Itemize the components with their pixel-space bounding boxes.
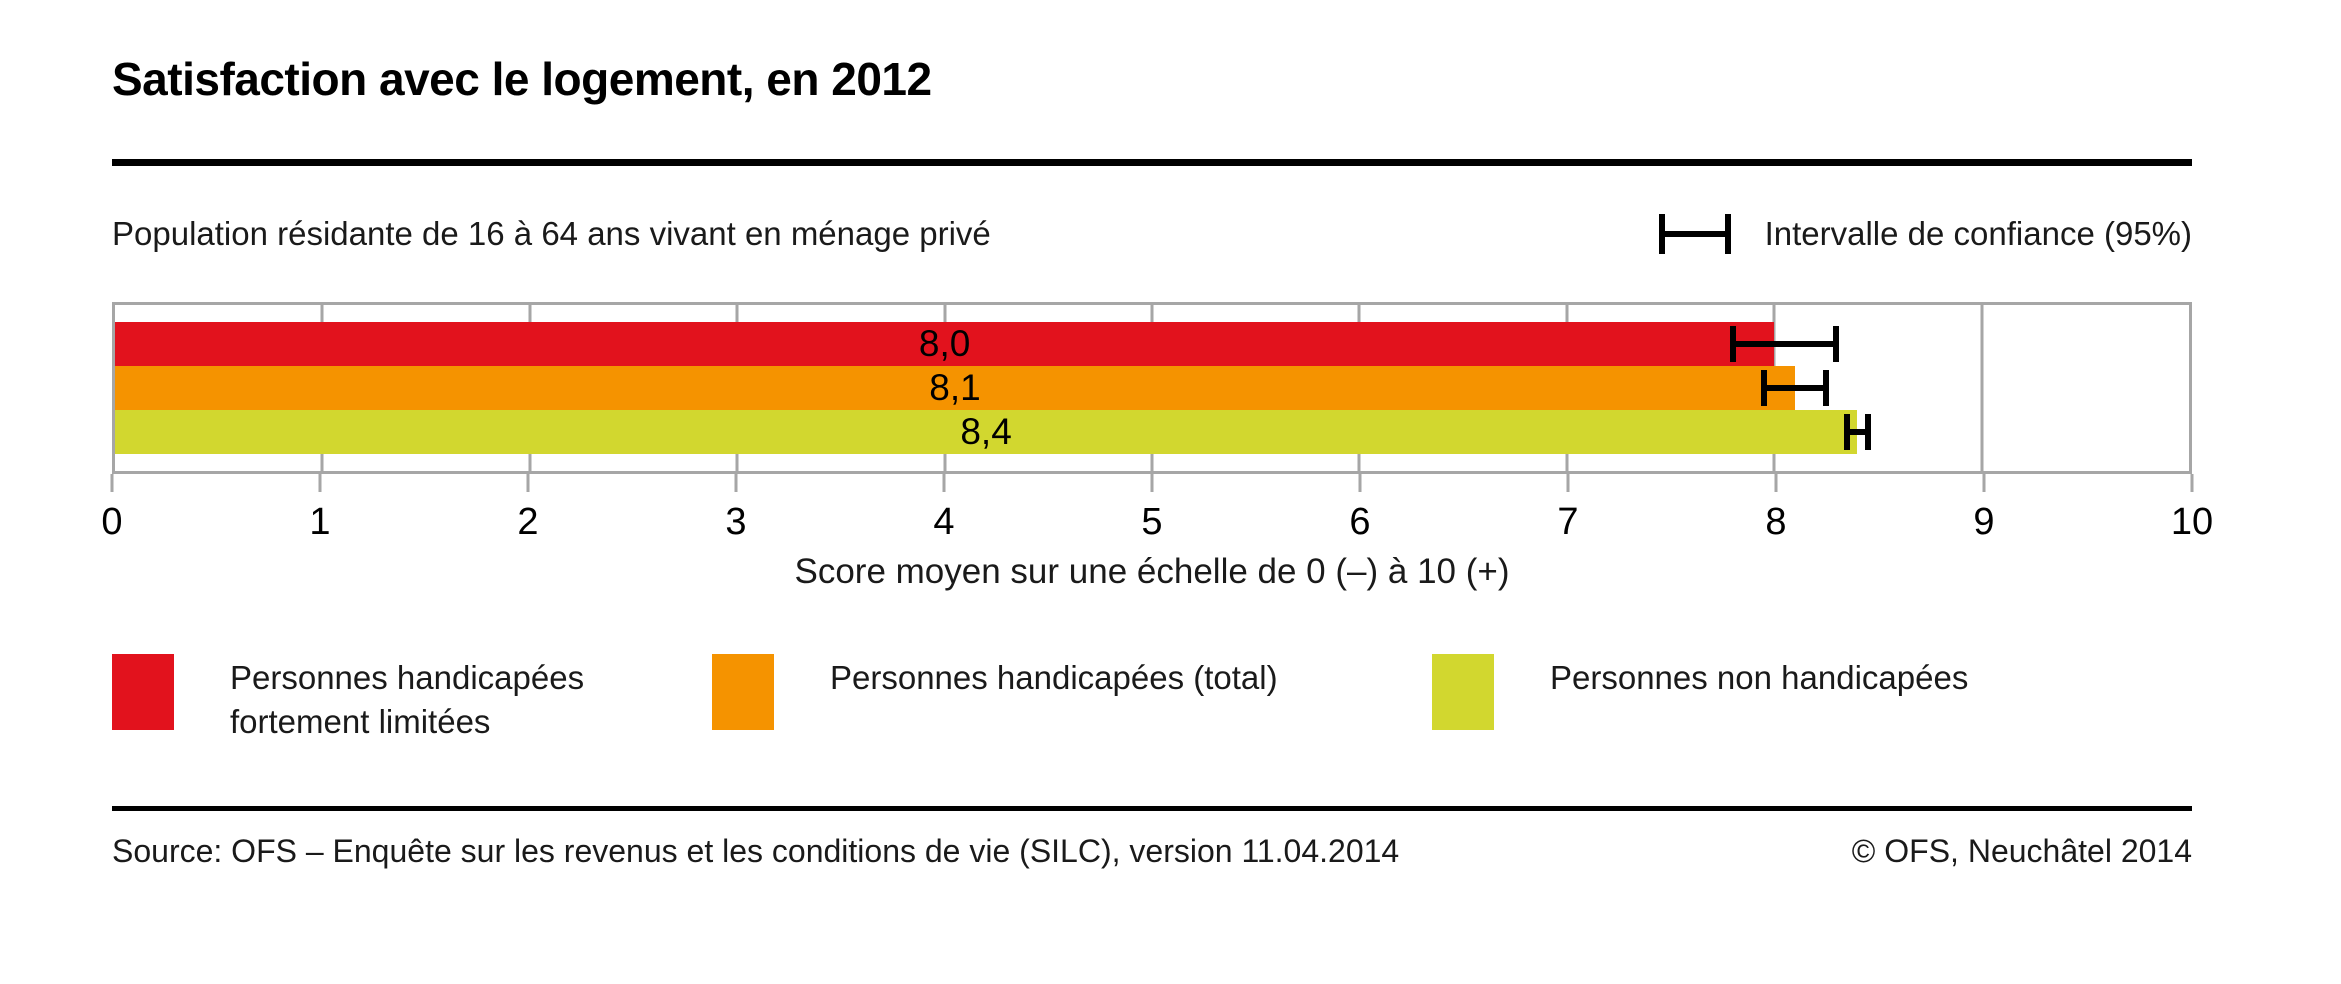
footer: Source: OFS – Enquête sur les revenus et… xyxy=(112,833,2192,870)
error-bar-right-cap xyxy=(1724,214,1731,255)
bar-0 xyxy=(115,322,1775,367)
bar-value-label-0: 8,0 xyxy=(918,323,971,365)
axis-tick-label-3: 3 xyxy=(725,501,747,544)
axis-tick-0 xyxy=(110,474,114,493)
error-bar-cap-1-0 xyxy=(1760,370,1767,407)
axis-tick-label-8: 8 xyxy=(1765,501,1787,544)
legend-item-1: Personnes handicapées (total) xyxy=(712,654,1278,731)
legend-text-line: fortement limitées xyxy=(230,703,491,741)
axis-tick-7 xyxy=(1566,474,1570,493)
axis-tick-10 xyxy=(2190,474,2194,493)
error-bar-cap-2-1 xyxy=(1864,414,1871,451)
axis-tick-label-2: 2 xyxy=(517,501,539,544)
copyright-note: © OFS, Neuchâtel 2014 xyxy=(1851,833,2192,870)
legend-item-2: Personnes non handicapées xyxy=(1432,654,1968,731)
plot-area: 8,0 8,1 8,4 xyxy=(112,302,2192,475)
legend-text-line: Personnes handicapées xyxy=(230,659,585,697)
chart-title: Satisfaction avec le logement, en 2012 xyxy=(112,53,932,105)
bar-value-label-1: 8,1 xyxy=(929,367,981,409)
axis-tick-3 xyxy=(734,474,738,493)
legend-swatch-1 xyxy=(712,654,774,731)
axis-tick-label-10: 10 xyxy=(2170,501,2214,544)
axis-tick-1 xyxy=(318,474,322,493)
axis-tick-label-9: 9 xyxy=(1973,501,1995,544)
axis-tick-8 xyxy=(1774,474,1778,493)
footer-rule xyxy=(112,806,2192,812)
bar-1 xyxy=(115,366,1795,411)
axis-tick-9 xyxy=(1982,474,1986,493)
legend-item-label-0: Personnes handicapées fortement limitées xyxy=(230,654,584,744)
legend-item-label-2: Personnes non handicapées xyxy=(1550,654,1968,730)
legend-swatch-2 xyxy=(1432,654,1494,731)
x-axis-ticks xyxy=(110,474,2194,493)
ci-legend-label: Intervalle de confiance (95%) xyxy=(1764,215,2192,253)
error-bar-line-1 xyxy=(1763,385,1827,392)
legend-text-line: Personnes handicapées (total) xyxy=(830,659,1278,697)
x-axis-tick-labels: 0 1 2 3 4 5 6 7 8 9 10 xyxy=(101,498,2213,546)
subtitle-row: Population résidante de 16 à 64 ans viva… xyxy=(112,210,2192,258)
error-bar-line xyxy=(1658,231,1731,238)
error-bar-cap-0-1 xyxy=(1833,326,1840,363)
content: Satisfaction avec le logement, en 2012 P… xyxy=(101,0,2213,870)
error-bar-line-0 xyxy=(1732,341,1837,348)
legend-item-0: Personnes handicapées fortement limitées xyxy=(112,654,584,744)
legend-item-label-1: Personnes handicapées (total) xyxy=(830,654,1278,730)
error-bar-cap-1-1 xyxy=(1823,370,1830,407)
axis-tick-label-6: 6 xyxy=(1349,501,1371,544)
error-bar-cap-0-0 xyxy=(1729,326,1736,363)
title-rule xyxy=(112,159,2192,167)
source-note: Source: OFS – Enquête sur les revenus et… xyxy=(112,833,1400,870)
chart-legend: Personnes handicapées fortement limitées P… xyxy=(112,654,2192,750)
bar-2 xyxy=(115,410,1858,455)
legend-swatch-0 xyxy=(112,654,174,731)
axis-tick-2 xyxy=(526,474,530,493)
axis-tick-label-4: 4 xyxy=(933,501,955,544)
bar-value-label-2: 8,4 xyxy=(960,411,1012,453)
axis-tick-label-5: 5 xyxy=(1141,501,1163,544)
axis-tick-4 xyxy=(942,474,946,493)
error-bar-cap-2-0 xyxy=(1843,414,1850,451)
axis-tick-label-7: 7 xyxy=(1557,501,1579,544)
axis-tick-label-0: 0 xyxy=(101,501,123,544)
gridline-9 xyxy=(1980,305,1984,472)
confidence-interval-legend: Intervalle de confiance (95%) xyxy=(1658,214,2192,255)
error-bar-line-2 xyxy=(1846,429,1868,436)
legend-text-line: Personnes non handicapées xyxy=(1550,659,1969,697)
error-bar-icon xyxy=(1658,214,1731,255)
x-axis-label: Score moyen sur une échelle de 0 (–) à 1… xyxy=(794,552,1510,592)
axis-tick-6 xyxy=(1358,474,1362,493)
axis-tick-5 xyxy=(1150,474,1154,493)
chart-subtitle: Population résidante de 16 à 64 ans viva… xyxy=(112,215,991,253)
axis-tick-label-1: 1 xyxy=(309,501,331,544)
